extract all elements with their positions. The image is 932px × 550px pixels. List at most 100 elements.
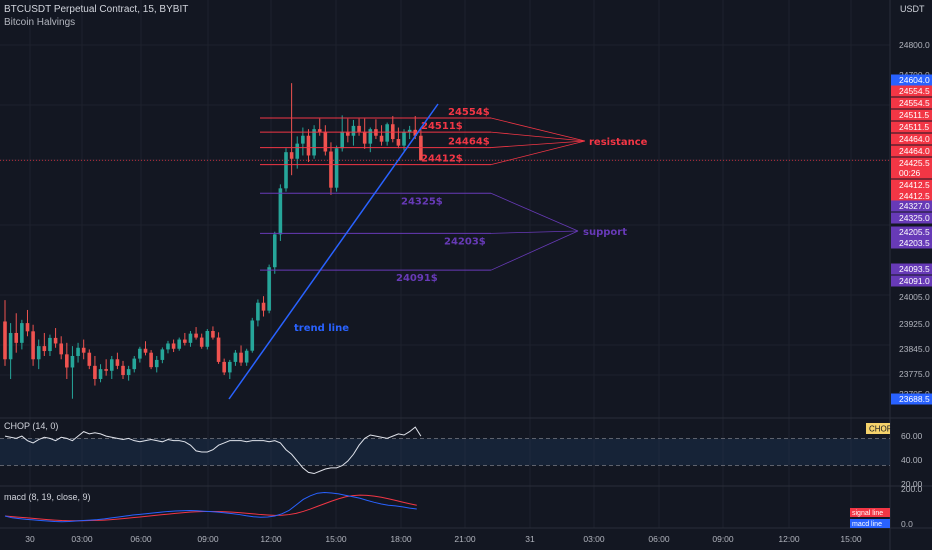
resistance-level-label-3: 24412$ [421,154,463,165]
candle-12 [70,355,75,368]
signal-badge: signal line [852,510,883,517]
time-tick-4: 12:00 [260,534,282,544]
candle-33 [188,333,193,343]
price-tag-bg-2 [891,97,932,109]
macd-pane[interactable]: signal line macd line [4,491,890,528]
price-tag-bg-15 [891,263,932,275]
support-pointer-1 [490,230,579,234]
currency-label: USDT [900,4,925,14]
candle-14 [81,347,86,353]
support-level-label-0: 24325$ [401,196,443,207]
candle-73 [413,129,418,136]
candle-71 [402,132,406,146]
price-tag-bg-9 [891,179,932,191]
candle-35 [199,337,204,347]
candle-2 [14,332,19,343]
candle-63 [357,125,361,132]
resistance-pointer-3 [490,140,586,166]
indicator-title[interactable]: Bitcoin Halvings [4,17,76,28]
candle-55 [312,129,316,156]
trend-line-label: trend line [294,323,349,334]
trend-line[interactable] [228,103,439,400]
time-tick-13: 15:00 [840,534,862,544]
support-level-label-1: 24203$ [444,236,486,247]
time-axis[interactable]: 30 03:00 06:00 09:00 12:00 15:00 18:00 21:00 31 0… [25,534,862,544]
price-tag-12: 24325.0 [899,213,930,223]
support-label: support [583,227,627,238]
resistance-level-label-2: 24464$ [448,137,490,148]
candle-27 [154,359,159,368]
candle-56 [317,129,322,132]
time-tick-0: 30 [25,534,35,544]
price-tag-bg-1 [891,85,932,97]
price-tick-5: 23775.0 [899,369,930,379]
candle-23 [132,358,137,370]
time-tick-11: 09:00 [712,534,734,544]
price-tag-bg-14 [891,237,932,249]
price-axis[interactable]: 24800.024700.024005.023925.023845.023775… [891,40,932,529]
candle-52 [295,143,300,159]
macd-tick-1: 0.0 [901,519,913,529]
candle-38 [216,337,221,362]
time-tick-1: 03:00 [71,534,93,544]
chop-tick-2: 20.00 [901,479,923,489]
price-tag-1: 24554.5 [899,86,930,96]
candle-62 [351,125,356,136]
candle-13 [76,347,80,356]
candle-32 [183,339,187,343]
candle-17 [98,369,103,379]
chop-tick-1: 40.00 [901,455,923,465]
price-tick-2: 24005.0 [899,292,930,302]
candle-6 [36,346,41,360]
callout-pointers [490,117,586,271]
support-pointer-2 [490,230,579,271]
candle-11 [65,354,69,368]
symbol-title[interactable]: BTCUSDT Perpetual Contract, 15, BYBIT [4,4,189,15]
macd-line [4,491,417,523]
macd-tick-0: 200.0 [901,484,923,494]
price-tag-7: 24425.5 [899,158,930,168]
price-tag-4: 24511.5 [899,122,929,132]
candle-49 [278,188,283,235]
chop-pane[interactable]: CHOP [0,423,892,475]
chop-badge: CHOP [869,425,892,434]
candle-28 [160,349,165,360]
candle-50 [284,152,288,189]
candle-30 [171,343,176,349]
price-tag-5: 24464.0 [899,134,930,144]
time-tick-3: 09:00 [197,534,219,544]
price-tag-bg-16 [891,275,932,287]
candle-59 [334,148,339,188]
price-tag-bg-7 [891,157,932,169]
candle-20 [115,359,120,366]
candle-21 [121,365,125,376]
time-tick-10: 06:00 [648,534,670,544]
resistance-level-label-0: 24554$ [448,107,490,118]
candle-64 [362,131,367,144]
price-tag-13: 24205.5 [899,227,930,237]
candle-4 [25,323,30,332]
time-tick-7: 21:00 [454,534,476,544]
price-tag-bg-0 [891,74,932,86]
candle-53 [301,135,305,144]
support-pointer-0 [490,192,579,232]
candle-34 [194,333,198,338]
chop-title: CHOP (14, 0) [4,421,58,431]
candle-31 [177,339,182,349]
candle-36 [205,330,210,347]
price-tag-bg-5 [891,133,932,145]
candle-72 [407,129,412,133]
resistance-pointer-1 [490,131,586,142]
candle-44 [250,320,255,351]
resistance-pointer-2 [490,140,586,148]
candle-8 [48,337,52,352]
candle-43 [244,350,249,363]
candle-1 [8,332,13,360]
time-tick-8: 31 [525,534,535,544]
candle-18 [104,369,108,371]
price-tag-0: 24604.0 [899,75,930,85]
candle-25 [143,348,148,353]
candle-60 [340,131,344,149]
